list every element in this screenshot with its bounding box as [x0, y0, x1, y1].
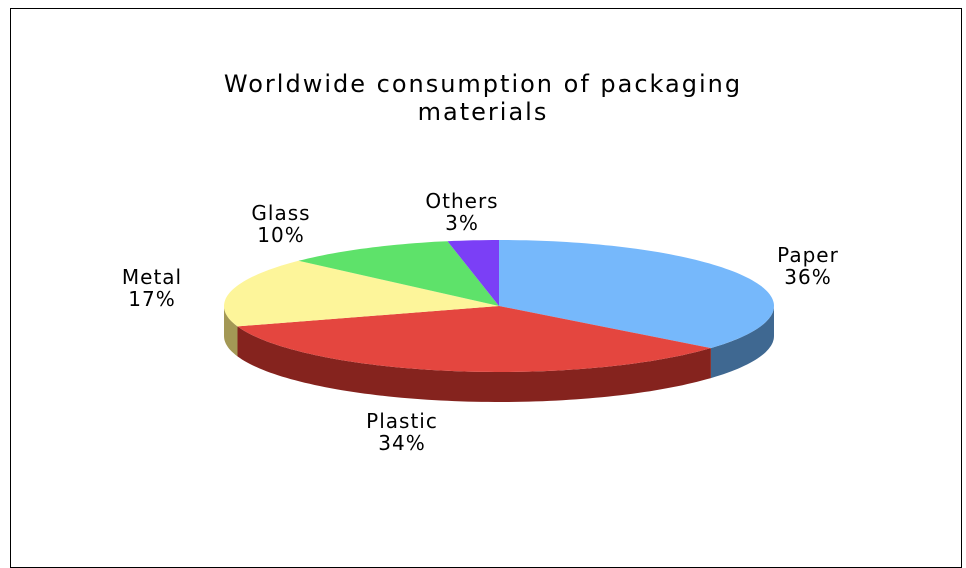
pie-chart	[224, 240, 774, 402]
label-glass-name: Glass	[251, 201, 311, 225]
slice-paper	[499, 240, 774, 349]
label-paper-percent: 36%	[784, 265, 832, 289]
slice-others	[447, 240, 499, 306]
side-paper	[710, 306, 774, 379]
label-glass-percent: 10%	[257, 223, 305, 247]
label-metal-percent: 17%	[128, 287, 176, 311]
label-others-name: Others	[425, 189, 499, 213]
side-metal	[224, 306, 238, 357]
side-plastic	[237, 326, 711, 402]
label-plastic: Plastic 34%	[366, 410, 438, 454]
label-others: Others 3%	[425, 190, 498, 234]
pie-sides	[224, 306, 774, 402]
label-paper-name: Paper	[777, 243, 839, 267]
chart-title: Worldwide consumption of packaging mater…	[0, 70, 966, 126]
slice-glass	[298, 241, 499, 306]
label-glass: Glass 10%	[251, 202, 310, 246]
chart-title-line-1: Worldwide consumption of packaging	[223, 70, 743, 98]
label-others-percent: 3%	[445, 211, 479, 235]
chart-title-line-2: materials	[417, 98, 549, 126]
slice-metal	[224, 260, 499, 327]
label-plastic-percent: 34%	[378, 431, 426, 455]
slice-plastic	[237, 306, 711, 372]
label-metal: Metal 17%	[122, 266, 182, 310]
label-paper: Paper 36%	[777, 244, 839, 288]
label-plastic-name: Plastic	[366, 409, 438, 433]
label-metal-name: Metal	[121, 265, 183, 289]
pie-top	[224, 240, 774, 372]
